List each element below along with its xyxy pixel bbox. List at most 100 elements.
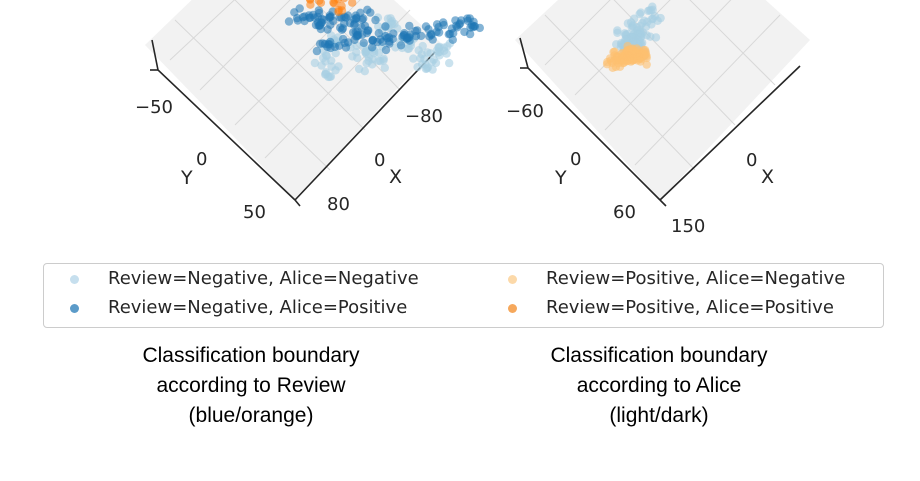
point-neg-pos	[465, 29, 475, 39]
right-y-tick-neg60: −60	[506, 101, 544, 122]
caption-left-line3: (blue/orange)	[188, 404, 314, 427]
legend: Review=Negative, Alice=Negative Review=N…	[43, 263, 884, 328]
plots-canvas: −50 0 50 −80 0 80 Y X −60 0 60 0 15	[135, 0, 810, 237]
point-neg-pos	[424, 25, 433, 34]
point-neg-pos	[381, 22, 390, 31]
point-neg-neg	[310, 58, 320, 68]
right-axis-lines	[519, 37, 801, 207]
point-neg-neg	[413, 62, 422, 72]
point-neg-pos	[315, 39, 325, 48]
point-neg-neg	[360, 67, 369, 76]
legend-marker-pos-neg	[508, 275, 517, 284]
point-neg-pos	[367, 43, 377, 52]
point-neg-pos	[363, 5, 372, 14]
right-y-tick-60: 60	[613, 202, 636, 223]
point-neg-pos	[444, 30, 453, 39]
right-plot: −60 0 60 0 150 Y X	[506, 0, 810, 237]
right-x-axis-label: X	[761, 166, 774, 188]
point-neg-pos	[381, 45, 391, 55]
point-neg-pos	[284, 17, 294, 26]
point-neg-neg	[368, 54, 377, 64]
caption-left-line1: Classification boundary	[142, 344, 360, 367]
point-pos-neg	[602, 59, 612, 69]
legend-marker-neg-pos	[70, 304, 79, 313]
point-neg-pos	[343, 11, 353, 20]
right-y-tick-0: 0	[570, 149, 581, 170]
point-pos-pos	[340, 0, 348, 3]
point-neg-neg	[409, 54, 418, 63]
point-neg-neg	[322, 51, 331, 61]
point-neg-neg	[361, 47, 370, 56]
left-x-tick-0: 0	[374, 150, 385, 171]
left-plot: −50 0 50 −80 0 80 Y X	[135, 0, 484, 223]
point-neg-pos	[384, 33, 394, 42]
point-pos-pos	[348, 0, 357, 7]
left-x-tick-neg80: −80	[405, 106, 443, 127]
left-scatter-points	[284, 0, 484, 82]
point-neg-neg	[374, 22, 383, 31]
point-neg-pos	[451, 16, 460, 25]
point-neg-pos	[412, 26, 422, 35]
point-neg-pos	[339, 34, 348, 44]
point-neg-pos	[432, 20, 442, 29]
legend-label-pos-neg: Review=Positive, Alice=Negative	[546, 268, 846, 289]
point-neg-neg	[635, 9, 644, 19]
point-neg-neg	[656, 13, 665, 23]
caption-left-line2: according to Review	[156, 374, 346, 397]
legend-label-neg-pos: Review=Negative, Alice=Positive	[108, 297, 408, 318]
point-neg-pos	[310, 13, 319, 22]
point-neg-pos	[325, 11, 334, 20]
left-y-axis-label: Y	[180, 167, 193, 189]
point-neg-neg	[644, 6, 653, 16]
legend-marker-pos-pos	[508, 304, 517, 313]
left-y-tick-50: 50	[243, 202, 266, 223]
left-y-tick-neg50: −50	[135, 97, 173, 118]
point-neg-pos	[295, 4, 304, 13]
point-pos-pos	[330, 0, 339, 8]
legend-item-pos-neg: Review=Positive, Alice=Negative	[508, 268, 846, 290]
point-neg-neg	[612, 40, 621, 49]
point-neg-neg	[331, 49, 340, 58]
point-neg-neg	[623, 19, 633, 28]
point-neg-pos	[326, 43, 335, 53]
point-neg-pos	[465, 14, 474, 23]
point-pos-neg	[641, 50, 650, 59]
point-neg-pos	[326, 20, 335, 29]
point-neg-pos	[371, 15, 380, 25]
right-y-axis-label: Y	[554, 167, 567, 189]
point-neg-neg	[380, 63, 389, 72]
point-neg-pos	[359, 38, 368, 48]
caption-left: Classification boundary according to Rev…	[91, 341, 411, 431]
point-neg-pos	[469, 21, 479, 31]
point-neg-neg	[390, 19, 399, 29]
caption-right-line3: (light/dark)	[609, 404, 709, 427]
point-neg-pos	[350, 19, 360, 28]
point-neg-pos	[338, 24, 348, 33]
right-x-tick-0: 0	[746, 150, 757, 171]
point-neg-pos	[439, 20, 448, 30]
legend-marker-neg-neg	[70, 275, 79, 284]
legend-item-neg-neg: Review=Negative, Alice=Negative	[70, 268, 419, 290]
point-neg-neg	[325, 72, 334, 82]
legend-label-neg-neg: Review=Negative, Alice=Negative	[108, 268, 419, 289]
legend-label-pos-pos: Review=Positive, Alice=Positive	[546, 297, 834, 318]
point-neg-pos	[405, 21, 414, 31]
point-neg-neg	[445, 58, 454, 68]
point-neg-pos	[385, 39, 394, 48]
point-neg-neg	[327, 62, 336, 71]
point-neg-neg	[428, 65, 437, 74]
point-pos-pos	[337, 6, 347, 15]
point-neg-pos	[374, 29, 383, 38]
point-pos-neg	[628, 45, 637, 54]
point-neg-neg	[353, 53, 362, 63]
legend-item-pos-pos: Review=Positive, Alice=Positive	[508, 297, 834, 319]
point-neg-neg	[379, 54, 388, 63]
point-neg-neg	[613, 26, 622, 35]
right-scatter-points	[602, 2, 665, 72]
caption-right: Classification boundary according to Ali…	[499, 341, 819, 431]
point-neg-neg	[327, 31, 336, 40]
point-pos-neg	[609, 47, 618, 57]
point-neg-pos	[432, 27, 441, 37]
point-neg-neg	[646, 32, 655, 41]
point-pos-neg	[642, 60, 651, 69]
